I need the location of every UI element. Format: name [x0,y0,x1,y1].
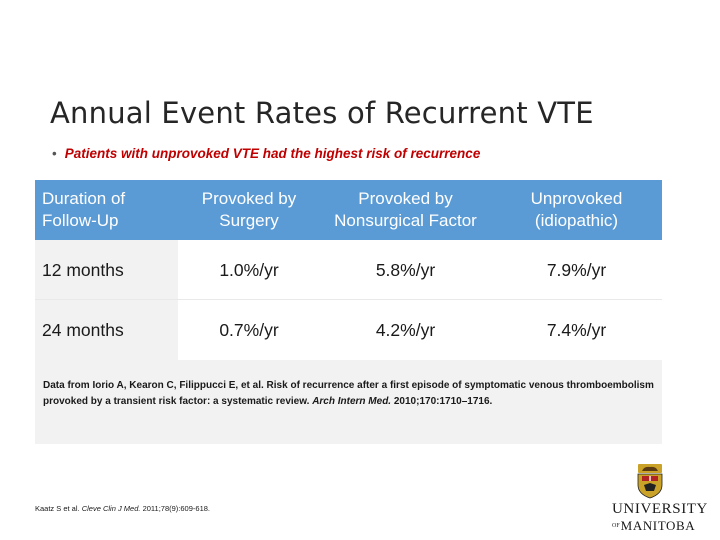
header-unprovoked: Unprovoked (idiopathic) [530,189,623,230]
rate-provoked-nonsurgical: 5.8%/yr [375,259,436,280]
header-provoked-nonsurgical: Provoked by Nonsurgical Factor [334,189,477,230]
table-row: 24 months 0.7%/yr 4.2%/yr 7.4%/yr [35,300,662,360]
logo-line-university: UNIVERSITY [612,501,708,517]
header-duration: Duration of Follow-Up [42,189,126,230]
university-logo: UNIVERSITY OFMANITOBA [612,463,710,533]
source-details: 2010;170:1710–1716. [393,396,493,407]
source-journal: Arch Intern Med. [312,396,392,407]
citation-journal: Cleve Clin J Med. [81,504,141,513]
recurrence-rate-table: Duration of Follow-Up Provoked by Surger… [35,180,662,360]
header-provoked-surgery: Provoked by Surgery [201,189,297,230]
slide-title: Annual Event Rates of Recurrent VTE [50,96,594,130]
rate-unprovoked: 7.9%/yr [546,259,607,280]
bullet-text: Patients with unprovoked VTE had the hig… [64,146,481,161]
logo-line-manitoba: OFMANITOBA [612,518,696,533]
crest-bison [642,466,658,471]
citation-details: 2011;78(9):609-618. [142,504,210,513]
source-text: Data from Iorio A, Kearon C, Filippucci … [43,380,654,407]
row-label: 12 months [35,240,178,299]
rate-provoked-nonsurgical: 4.2%/yr [375,320,436,340]
row-label: 24 months [35,300,178,360]
crest-ornament [644,483,656,491]
bullet-marker: • [52,146,57,161]
bullet-point: • Patients with unprovoked VTE had the hi… [52,146,480,161]
rate-provoked-surgery: 0.7%/yr [219,320,279,340]
crest-icon [637,464,663,499]
table-row: 12 months 1.0%/yr 5.8%/yr 7.9%/yr [35,240,662,300]
rate-provoked-surgery: 1.0%/yr [219,259,279,280]
rate-unprovoked: 7.4%/yr [546,320,607,340]
citation: Kaatz S et al. Cleve Clin J Med. 2011;78… [35,504,210,513]
source-note: Data from Iorio A, Kearon C, Filippucci … [35,360,662,444]
table-header-row: Duration of Follow-Up Provoked by Surger… [35,180,662,240]
citation-authors: Kaatz S et al. [35,504,80,513]
